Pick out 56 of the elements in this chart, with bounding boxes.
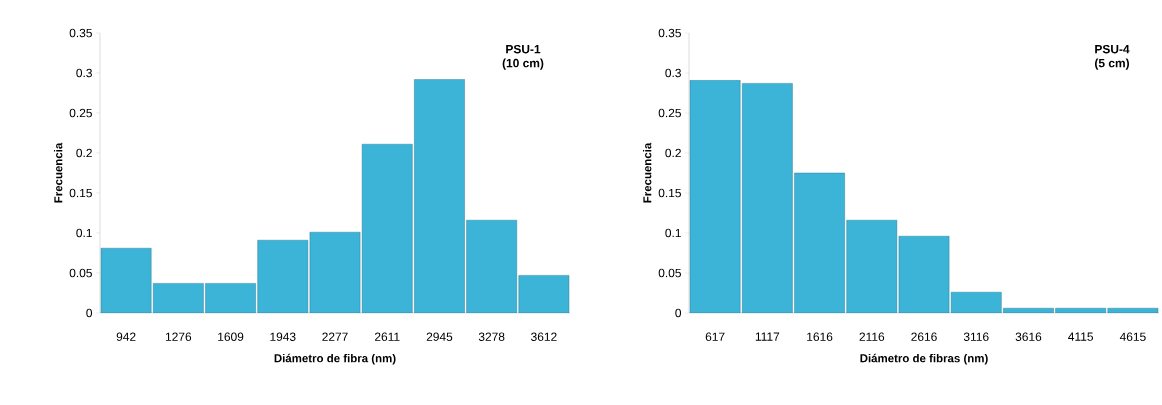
bar: [414, 79, 465, 313]
y-axis-title: Frecuencia: [642, 142, 652, 203]
y-tick-label: 0.35: [658, 28, 681, 38]
x-tick-label: 4115: [1068, 332, 1094, 341]
y-tick-label: 0.2: [76, 148, 92, 158]
x-tick-label: 1943: [270, 332, 296, 341]
bar: [742, 83, 793, 313]
x-tick-label: 2611: [374, 332, 400, 341]
y-tick-label: 0.05: [69, 268, 92, 278]
bar: [205, 283, 256, 313]
bar: [466, 220, 517, 313]
bar: [361, 144, 413, 313]
text: (5 cm): [1094, 58, 1129, 70]
x-tick-label: 1616: [807, 332, 833, 341]
bar: [689, 80, 741, 313]
x-tick-label: 942: [116, 332, 136, 341]
bar: [898, 236, 950, 313]
y-tick-label: 0.2: [665, 148, 681, 158]
text: (10 cm): [502, 58, 544, 70]
x-tick-label: 2277: [322, 332, 348, 341]
y-axis-title: Frecuencia: [53, 142, 63, 203]
x-tick-label: 3616: [1015, 332, 1042, 341]
x-axis-title: Diámetro de fibra (nm): [274, 353, 396, 365]
y-tick-label: 0.1: [76, 228, 92, 238]
bar: [100, 248, 152, 313]
x-tick-label: 2616: [911, 332, 937, 341]
x-tick-label: 3278: [478, 332, 505, 341]
bar: [846, 220, 898, 313]
y-tick-label: 0.15: [658, 188, 681, 198]
x-tick-label: 3612: [531, 332, 557, 341]
x-tick-label: 2945: [426, 332, 453, 341]
x-tick-label: 2116: [859, 332, 885, 341]
y-tick-label: 0.3: [665, 68, 681, 78]
y-tick-label: 0.35: [69, 28, 92, 38]
x-tick-label: 1117: [755, 332, 780, 341]
x-tick-label: 1276: [165, 332, 192, 341]
bar: [153, 283, 204, 313]
y-tick-label: 0.05: [658, 268, 681, 278]
y-tick-label: 0: [675, 308, 682, 318]
bar: [794, 172, 845, 313]
y-tick-label: 0.25: [658, 108, 681, 118]
x-tick-label: 4615: [1119, 332, 1146, 341]
y-tick-label: 0.15: [69, 188, 92, 198]
text: PSU-1: [506, 44, 541, 54]
bar: [257, 240, 309, 313]
x-tick-label: 1609: [218, 332, 244, 341]
bar: [309, 232, 361, 313]
bar: [518, 275, 570, 313]
y-tick-label: 0: [86, 308, 93, 318]
text: PSU-4: [1095, 44, 1130, 54]
x-tick-label: 3116: [963, 332, 989, 341]
x-axis-title: Diámetro de fibras (nm): [860, 353, 988, 365]
y-tick-label: 0.1: [665, 228, 681, 238]
y-tick-label: 0.3: [76, 68, 92, 78]
x-tick-label: 617: [705, 332, 725, 341]
y-tick-label: 0.25: [69, 108, 92, 118]
